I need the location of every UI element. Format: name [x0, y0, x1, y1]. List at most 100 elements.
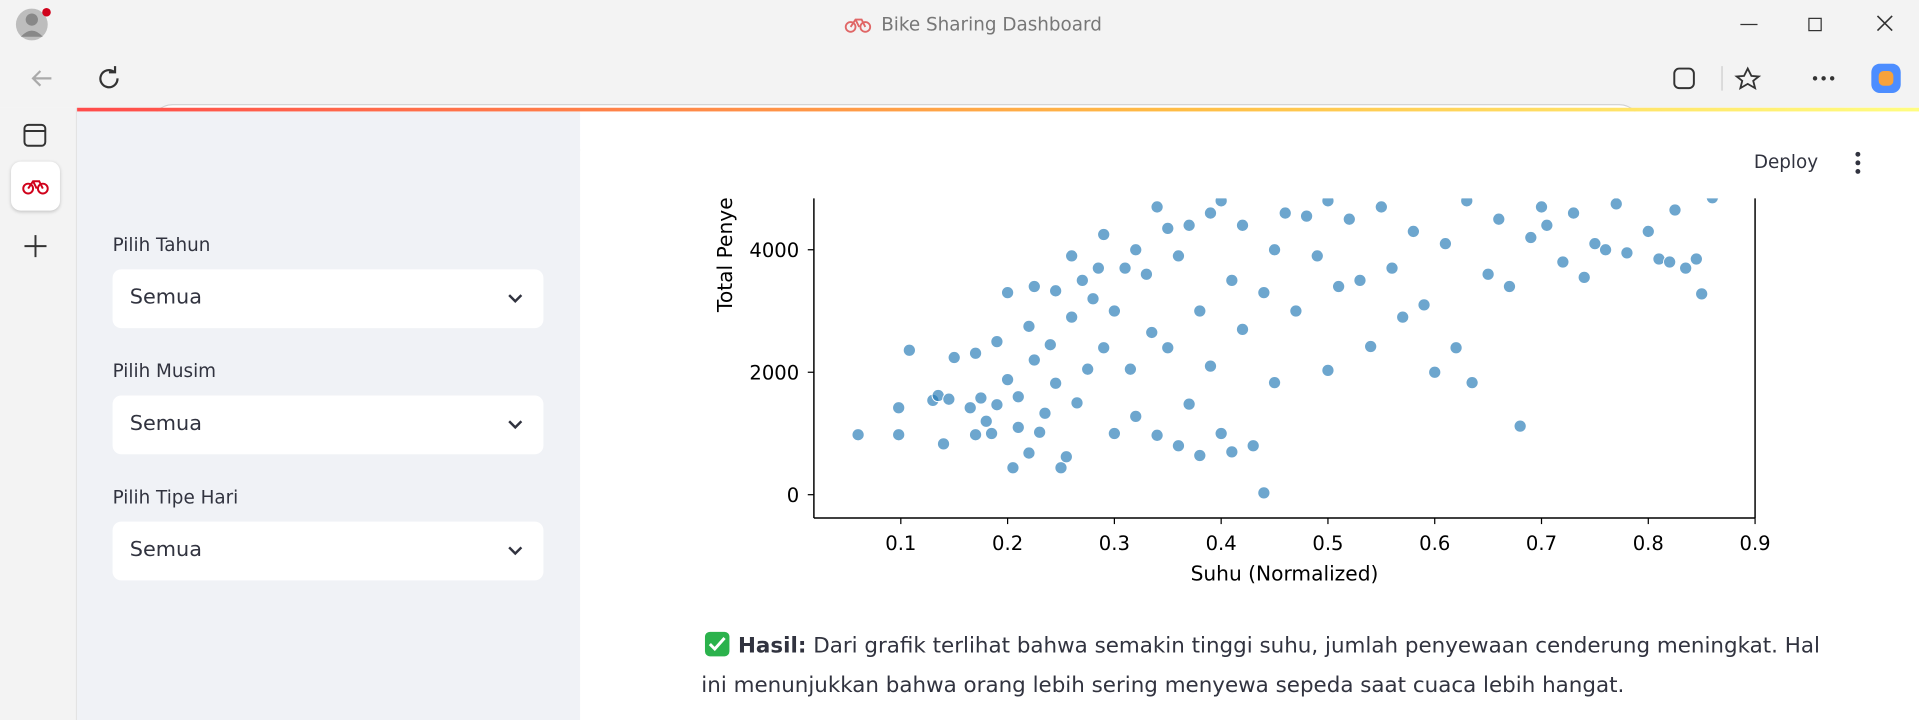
filter-label: Pilih Tahun: [112, 233, 211, 256]
point: [892, 428, 906, 442]
point: [1353, 273, 1367, 288]
point: [1086, 292, 1100, 306]
point: [947, 350, 961, 365]
point: [1364, 339, 1378, 354]
point: [1438, 237, 1453, 251]
point: [1235, 218, 1250, 232]
filter-select[interactable]: Semua: [112, 521, 544, 581]
point: [1043, 338, 1057, 352]
point: [1070, 396, 1084, 410]
point: [1161, 341, 1175, 355]
y-axis-label: Total Penye: [713, 197, 737, 313]
point: [979, 414, 993, 428]
x-tick-label: 0.2: [992, 532, 1023, 555]
point: [1129, 409, 1143, 423]
points: [851, 198, 1719, 500]
point: [1641, 224, 1655, 239]
point: [1577, 270, 1591, 284]
point: [1027, 279, 1041, 294]
point: [1022, 446, 1036, 460]
point: [1257, 286, 1271, 300]
point: [1054, 461, 1068, 475]
point: [1225, 445, 1239, 459]
point: [1150, 200, 1164, 214]
point: [1022, 319, 1036, 333]
filter-label: Pilih Musim: [112, 360, 217, 383]
point: [984, 426, 999, 441]
point: [1609, 198, 1623, 211]
scatter-chart: 0.1 0.2 0.3 0.4 0.5 0.6 0.7 0.8 0.9 0 2000 4000 Suhu…: [713, 197, 1771, 585]
point: [1513, 419, 1527, 433]
point: [1214, 198, 1228, 208]
filter-select[interactable]: Semua: [112, 395, 544, 455]
window-controls[interactable]: [1735, 12, 1906, 36]
vertical-tabs: [0, 107, 78, 720]
point: [1278, 206, 1292, 220]
main-menu[interactable]: [1848, 149, 1868, 176]
point: [1011, 390, 1025, 404]
profile-icon[interactable]: [15, 6, 52, 43]
point: [1161, 221, 1175, 235]
x-axis-label: Suhu (Normalized): [1191, 561, 1379, 585]
point: [990, 335, 1004, 349]
point: [1321, 198, 1335, 208]
result-text: Hasil: Dari grafik terlihat bahwa semaki…: [701, 627, 1827, 705]
x-tick-label: 0.7: [1526, 532, 1557, 555]
point: [1203, 206, 1218, 220]
point: [1566, 206, 1581, 220]
toolbar-icons[interactable]: [1671, 63, 1904, 96]
point: [1705, 198, 1719, 205]
point: [1289, 304, 1303, 318]
point: [1332, 279, 1346, 294]
point: [1588, 237, 1602, 251]
point: [1049, 284, 1063, 298]
point: [942, 392, 956, 406]
y-tick-label: 0: [787, 484, 799, 507]
reload-button[interactable]: [94, 64, 123, 93]
x-tick-label: 0.5: [1312, 532, 1343, 555]
filter-value: Semua: [129, 537, 202, 563]
point: [892, 401, 906, 415]
point: [1038, 406, 1052, 420]
point: [1492, 212, 1506, 226]
y-tick-label: 4000: [749, 239, 799, 262]
point: [1171, 249, 1186, 263]
tab-title: Bike Sharing Dashboard: [881, 13, 1102, 36]
point: [1123, 362, 1138, 376]
x-tick-label: 0.8: [1633, 532, 1664, 555]
tab-panel-icon[interactable]: [22, 122, 49, 149]
point: [1091, 261, 1105, 275]
point: [1182, 397, 1196, 411]
y-tick-label: 2000: [749, 362, 799, 385]
filter-select[interactable]: Semua: [112, 269, 544, 329]
point: [990, 398, 1004, 412]
active-tab[interactable]: [11, 161, 60, 211]
point: [1203, 359, 1218, 373]
new-tab-button[interactable]: [22, 233, 49, 260]
x-tick-label: 0.4: [1206, 532, 1237, 555]
point: [1481, 267, 1495, 281]
point: [1620, 246, 1634, 260]
point: [1118, 261, 1132, 275]
point: [1679, 261, 1693, 275]
toolbar: localhost:8501: [0, 48, 1919, 151]
point: [1663, 255, 1677, 269]
point: [1428, 365, 1442, 379]
point: [1097, 227, 1111, 242]
point: [1396, 310, 1410, 324]
point: [1182, 218, 1196, 232]
point: [1107, 426, 1121, 441]
point: [1460, 198, 1474, 208]
back-button[interactable]: [27, 64, 56, 93]
point: [1027, 353, 1041, 367]
point: [1257, 486, 1271, 500]
point: [1006, 461, 1020, 475]
point: [1267, 243, 1282, 257]
point: [968, 346, 983, 360]
point: [1075, 273, 1089, 288]
point: [1689, 252, 1703, 266]
point: [1107, 304, 1121, 318]
bike-icon: [22, 180, 49, 195]
deploy-button[interactable]: Deploy: [1753, 150, 1819, 173]
